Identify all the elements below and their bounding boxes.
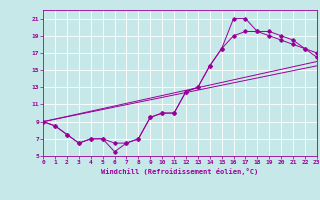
X-axis label: Windchill (Refroidissement éolien,°C): Windchill (Refroidissement éolien,°C) [101, 168, 259, 175]
